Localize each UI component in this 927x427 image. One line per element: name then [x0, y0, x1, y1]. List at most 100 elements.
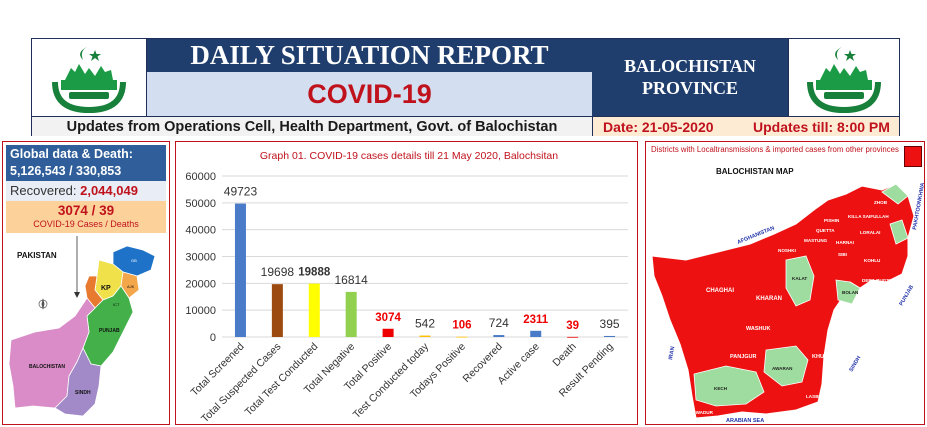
y-tick-label: 0 [210, 332, 216, 344]
awaran-district [763, 345, 809, 387]
neighbor-label-punjab: PUNJAB [899, 284, 916, 307]
map-label-kp: KP [101, 285, 111, 292]
local-caption: COVID-19 Cases / Deaths [33, 219, 139, 229]
balochistan-district-map: BALOCHISTAN MAP ZHOB KILLA SAIFULLAH LOR… [651, 167, 925, 424]
neighbor-label-iran: IRAN [668, 346, 676, 360]
date-bar: Date: 21-05-2020 Updates till: 8:00 PM [592, 116, 899, 136]
recovered-value: 2,044,049 [80, 183, 138, 198]
bars-group [234, 203, 616, 338]
district-label-awaran: AWARAN [772, 366, 793, 371]
district-label-lasbela: LASBELA [806, 394, 828, 399]
report-title: DAILY SITUATION REPORT [147, 39, 592, 72]
neighbor-label-sindh: SINDH [849, 355, 863, 373]
cases-bar-chart: Graph 01. COVID-19 cases details till 21… [185, 150, 628, 424]
province-line-2: PROVINCE [641, 78, 738, 98]
district-label-khuzdar: KHUZDAR [812, 354, 839, 360]
bolan-district [835, 279, 861, 305]
global-recovered: Recovered: 2,044,049 [6, 181, 166, 201]
y-tick-label: 10000 [185, 305, 216, 317]
map-label-ajk: AJK [127, 284, 135, 289]
data-label: 106 [452, 320, 471, 332]
gov-logo-right [788, 39, 899, 116]
y-tick-label: 20000 [185, 278, 216, 290]
district-label-mastung: MASTUNG [804, 238, 828, 243]
district-map-panel: Districts with Localtransmissions & impo… [645, 141, 925, 425]
district-map-title: BALOCHISTAN MAP [716, 167, 794, 176]
district-label-noshki: NOSHKI [778, 248, 796, 253]
chart-title: Graph 01. COVID-19 cases details till 21… [260, 150, 558, 162]
musakhel-district [881, 183, 909, 205]
district-label-kech: KECH [714, 386, 728, 391]
map-connector-arrow-icon [74, 292, 80, 298]
data-label: 39 [566, 320, 579, 332]
bar [456, 336, 468, 338]
updates-till: Updates till: 8:00 PM [753, 119, 890, 135]
province-label: BALOCHISTAN PROVINCE [592, 39, 788, 116]
kalat-district [785, 255, 815, 307]
chart-panel: Graph 01. COVID-19 cases details till 21… [175, 141, 638, 425]
pakistan-map: PAKISTAN KP PUNJAB BALOCHISTAN SINDH AJK… [8, 236, 156, 417]
district-label-chaghai: CHAGHAI [706, 288, 734, 294]
data-label: 724 [489, 316, 509, 330]
bar [530, 330, 542, 337]
bar [419, 335, 431, 337]
updates-source: Updates from Operations Cell, Health Dep… [32, 116, 592, 136]
district-map-caption: Districts with Localtransmissions & impo… [651, 145, 899, 154]
map-label-ict: ICT [113, 302, 120, 307]
neighbor-label-pakhtoonkhwa: PAKHTOONKHWA [912, 182, 925, 230]
gov-logo-left [32, 39, 147, 116]
y-tick-label: 50000 [185, 198, 216, 210]
report-header: DAILY SITUATION REPORT COVID-19 BALOCHIS… [31, 38, 900, 136]
district-label-kohlu: KOHLU [864, 258, 881, 263]
bar [382, 328, 394, 337]
district-label-washuk: WASHUK [746, 326, 770, 332]
balochistan-emblem-icon [807, 45, 881, 113]
y-axis-ticks: 0 10000 20000 30000 40000 50000 60000 [185, 171, 216, 344]
district-label-zhob: ZHOB [874, 200, 888, 205]
recovered-label: Recovered: [10, 183, 77, 198]
report-subtitle: COVID-19 [147, 72, 592, 116]
global-label: Global data & Death: [10, 147, 133, 161]
district-label-dera-bugti: DERA BUGTI [862, 278, 890, 283]
district-label-kharan: KHARAN [756, 296, 782, 302]
district-label-quetta: QUETTA [816, 228, 835, 233]
local-summary-box: 3074 / 39 COVID-19 Cases / Deaths [6, 201, 166, 233]
district-label-sibi: SIBI [838, 252, 847, 257]
ajk-region [120, 271, 140, 299]
district-label-panjgur: PANJGUR [730, 354, 757, 360]
map-label-punjab: PUNJAB [99, 328, 120, 334]
district-label-loralai: LORALAI [860, 230, 880, 235]
district-label-killa-saifullah: KILLA SAIFULLAH [848, 214, 889, 219]
bar [308, 283, 320, 337]
district-label-harnai: HARNAI [836, 240, 854, 245]
global-data-box: Global data & Death: 5,126,543 / 330,853 [6, 145, 166, 182]
district-label-bolan: BOLAN [842, 290, 859, 295]
kech-district [693, 365, 765, 407]
barkhan-district [889, 219, 909, 245]
balochistan-emblem-icon [52, 45, 126, 113]
y-tick-label: 40000 [185, 225, 216, 237]
data-label: 16814 [334, 273, 368, 287]
data-label: 3074 [375, 312, 401, 324]
district-label-nasirabad: NASIRABAD [860, 296, 888, 301]
bar [234, 203, 246, 337]
bar [345, 291, 357, 337]
district-label-pishin: PISHIN [824, 218, 840, 223]
data-label: 19698 [261, 265, 295, 279]
data-label: 19888 [298, 267, 331, 279]
global-cases-deaths: 5,126,543 / 330,853 [10, 164, 122, 178]
data-label: 542 [415, 317, 435, 331]
data-label: 2311 [523, 314, 549, 326]
data-label: 49723 [224, 185, 258, 199]
map-label-sindh: SINDH [75, 390, 91, 396]
pakistan-map-title: PAKISTAN [17, 251, 57, 260]
bar [493, 335, 505, 337]
neighbor-label-arabian-sea: ARABIAN SEA [726, 418, 764, 424]
sindh-region [54, 347, 102, 417]
affected-legend-swatch [904, 146, 922, 167]
district-label-gwadur: GWADUR [692, 410, 714, 415]
y-tick-label: 30000 [185, 252, 216, 264]
province-line-1: BALOCHISTAN [624, 56, 756, 76]
data-label: 395 [600, 317, 620, 331]
